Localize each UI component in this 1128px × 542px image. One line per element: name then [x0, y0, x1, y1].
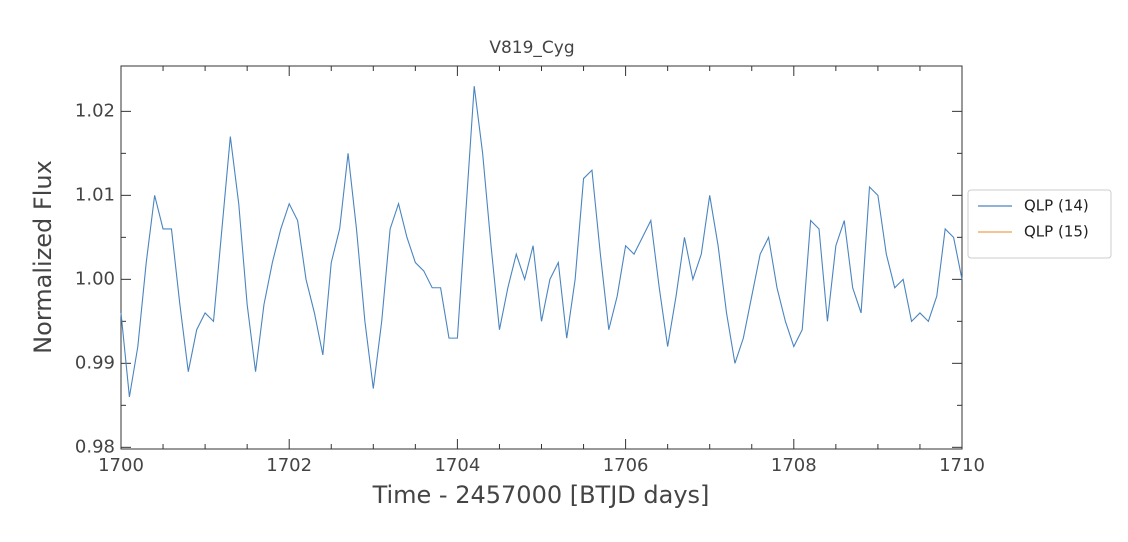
chart-title: V819_Cyg — [489, 38, 574, 58]
legend-label: QLP (14) — [1024, 197, 1089, 215]
x-tick-label: 1710 — [939, 455, 985, 476]
data-line — [120, 86, 963, 398]
legend-label: QLP (15) — [1024, 223, 1089, 241]
y-tick-label: 1.02 — [75, 100, 115, 121]
plot-frame — [120, 65, 963, 450]
x-axis-label: Time - 2457000 [BTJD days] — [372, 481, 710, 509]
y-tick-label: 0.99 — [75, 352, 115, 373]
x-tick-label: 1704 — [434, 455, 480, 476]
x-tick-label: 1702 — [266, 455, 312, 476]
y-tick-label: 1.01 — [75, 184, 115, 205]
y-tick-label: 0.98 — [75, 436, 115, 457]
y-axis-label: Normalized Flux — [29, 160, 57, 354]
x-tick-label: 1700 — [98, 455, 144, 476]
legend-box — [967, 189, 1112, 259]
y-tick-label: 1.00 — [75, 268, 115, 289]
x-tick-label: 1706 — [603, 455, 649, 476]
x-tick-label: 1708 — [771, 455, 817, 476]
